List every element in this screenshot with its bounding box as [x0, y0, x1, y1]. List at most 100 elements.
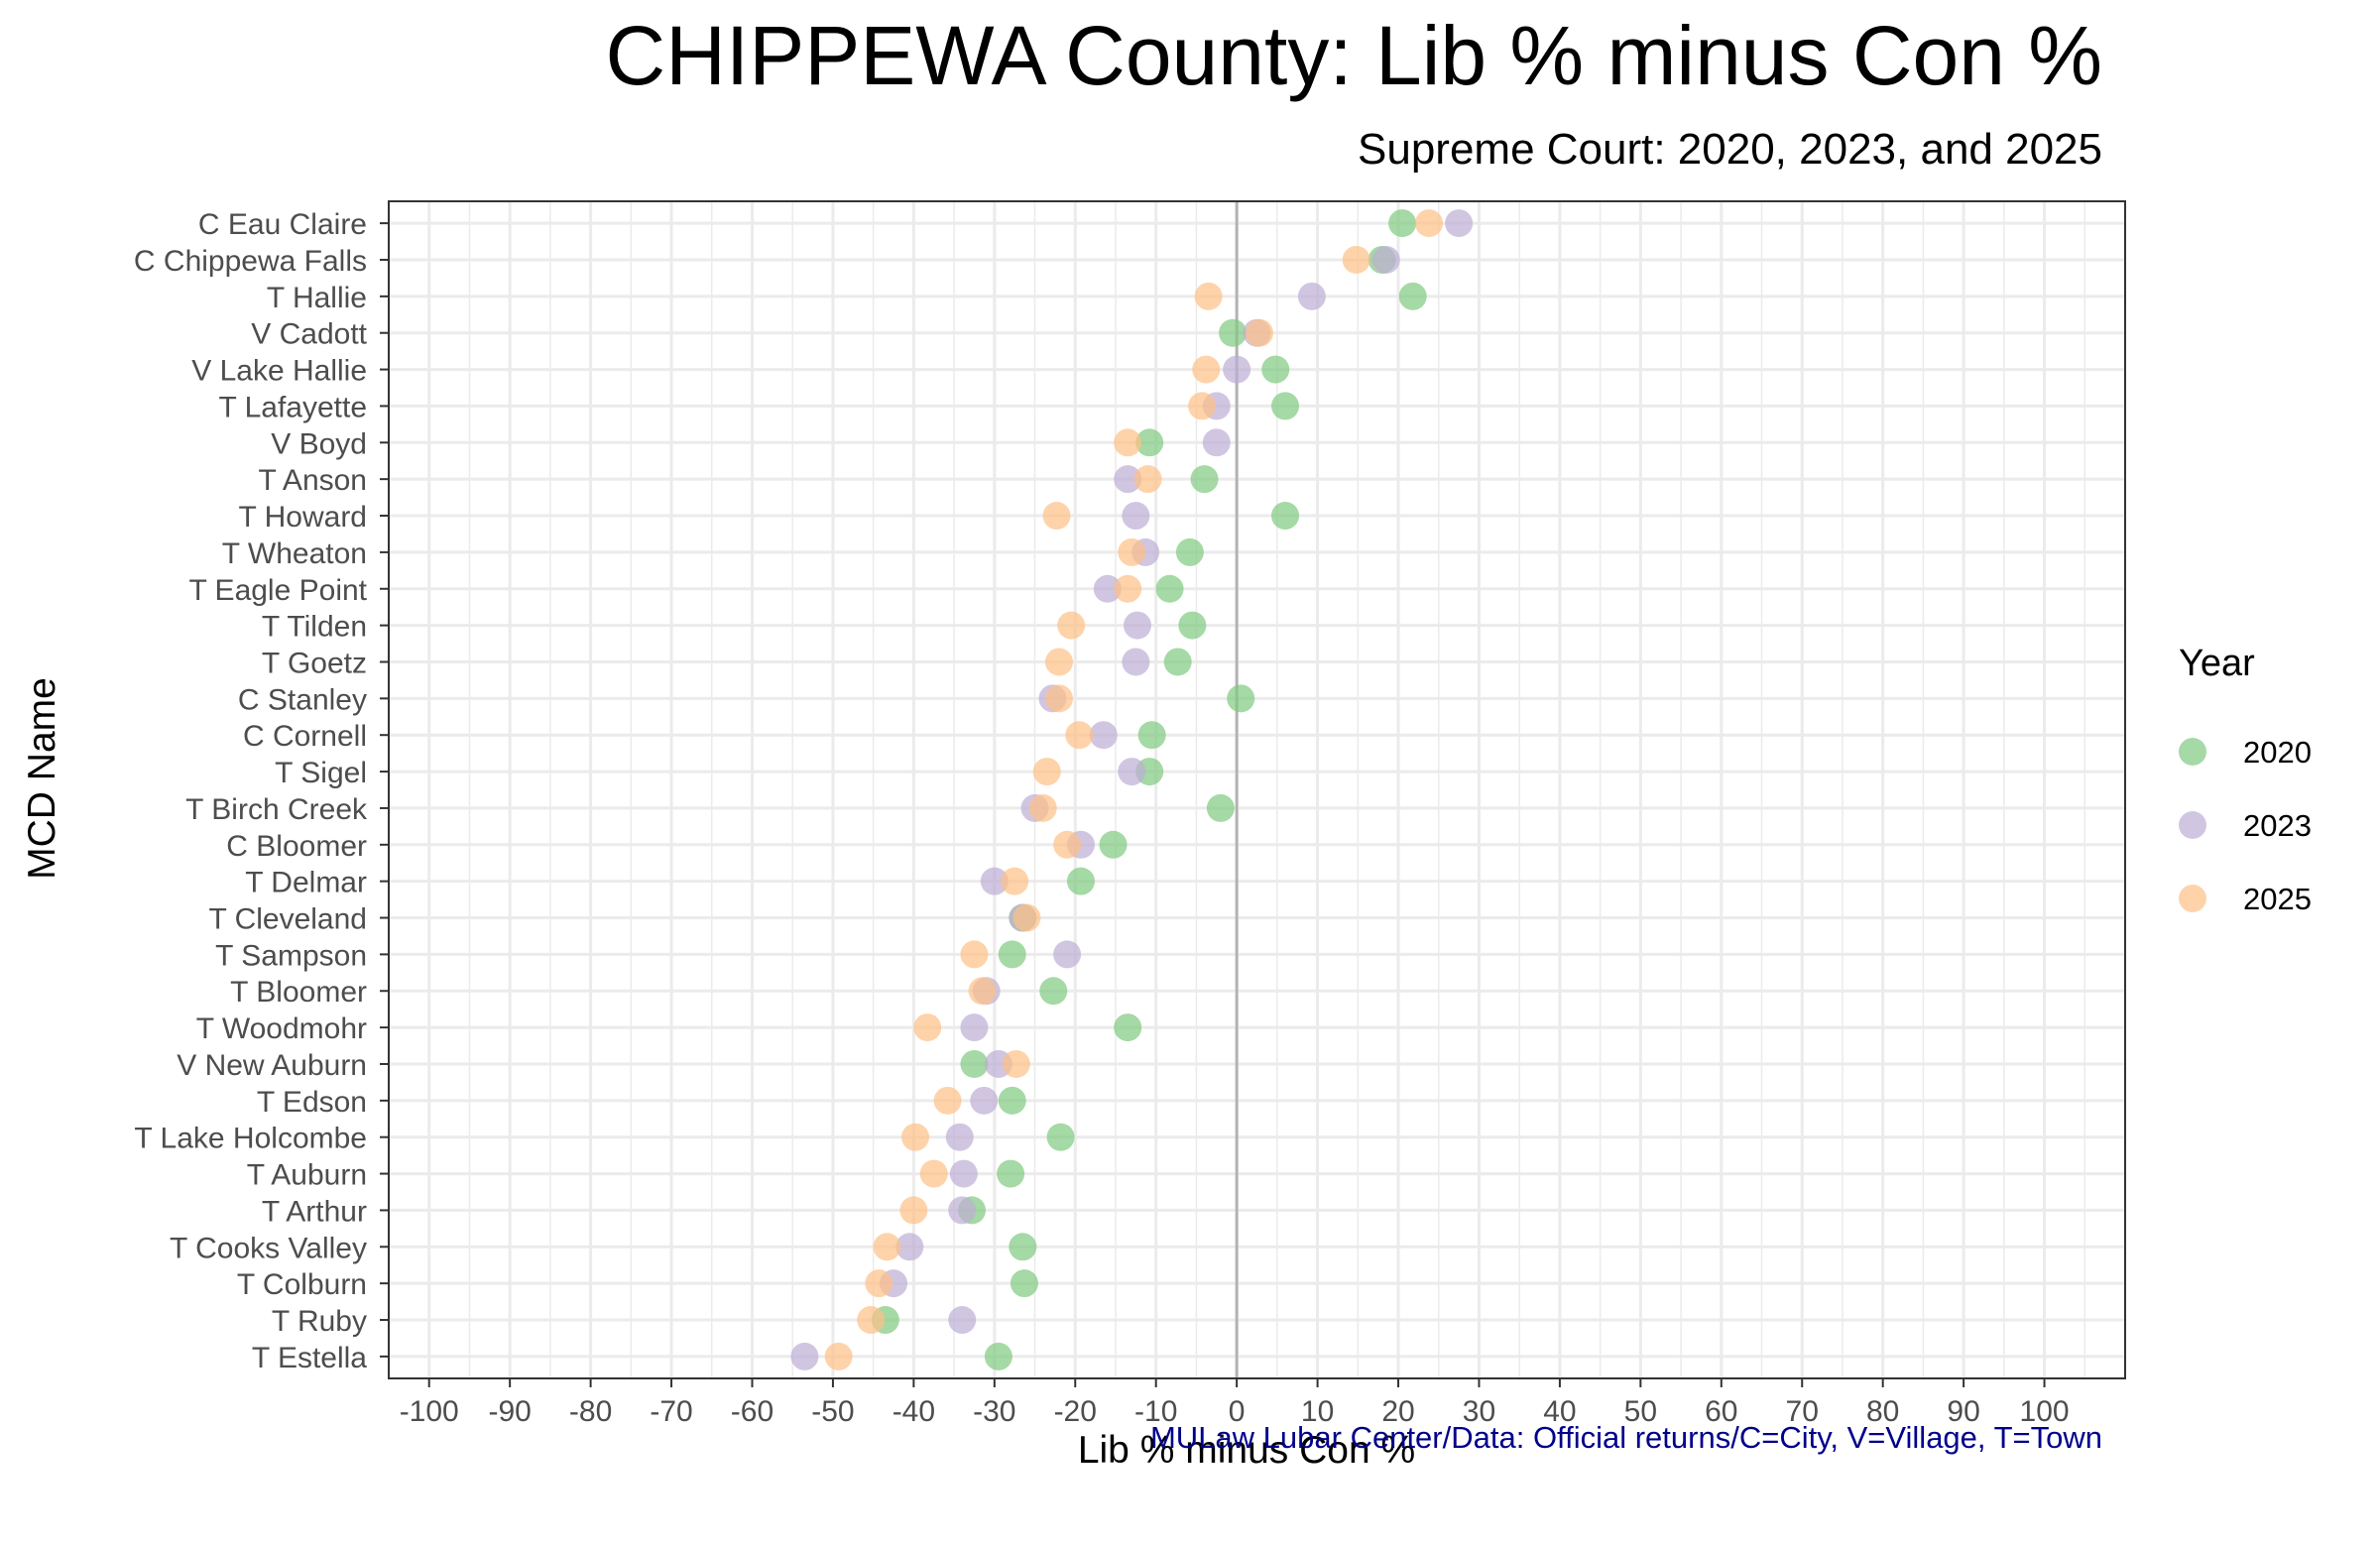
- point-2025: [1194, 282, 1223, 310]
- x-tick-label: -100: [400, 1395, 459, 1428]
- legend-label-2023: 2023: [2243, 808, 2312, 843]
- point-2023: [1371, 245, 1400, 274]
- point-2023: [1123, 611, 1151, 640]
- point-2023: [970, 1086, 999, 1115]
- caption: MULaw Lubar Center/Data: Official return…: [1149, 1420, 2102, 1455]
- point-2023: [948, 1306, 977, 1335]
- point-2020: [1039, 977, 1068, 1006]
- panel-frame: [388, 200, 2126, 1379]
- x-tick-label: -60: [731, 1395, 774, 1428]
- point-2025: [1044, 648, 1073, 676]
- point-2025: [1114, 428, 1142, 457]
- point-2023: [949, 1159, 978, 1188]
- point-2025: [824, 1342, 853, 1370]
- point-2025: [1053, 830, 1082, 859]
- point-2020: [1206, 793, 1235, 822]
- point-2020: [1009, 1233, 1037, 1261]
- point-2025: [1188, 392, 1217, 420]
- point-2020: [1066, 867, 1095, 895]
- x-tick-label: 20: [1381, 1395, 1414, 1428]
- plot-panel: [389, 201, 2125, 1378]
- point-2020: [1155, 574, 1184, 603]
- point-2020: [997, 1159, 1025, 1188]
- y-axis-ticks: C Eau Claire C Chippewa Falls T Hallie V Ca…: [134, 208, 389, 1374]
- y-tick-label: T Ruby: [272, 1305, 367, 1338]
- y-tick-label: T Goetz: [262, 647, 367, 679]
- point-2020: [1137, 721, 1166, 750]
- point-2025: [913, 1013, 942, 1042]
- point-2025: [1044, 684, 1073, 713]
- point-2025: [1002, 1049, 1030, 1078]
- point-2025: [1414, 209, 1443, 238]
- point-2025: [1028, 793, 1057, 822]
- y-tick-label: T Edson: [257, 1086, 367, 1119]
- y-tick-label: T Estella: [252, 1342, 367, 1374]
- point-2023: [960, 1013, 989, 1042]
- legend-key-2020: [2179, 738, 2206, 766]
- y-tick-label: T Hallie: [267, 282, 367, 314]
- point-2025: [873, 1233, 901, 1261]
- point-2020: [984, 1342, 1012, 1370]
- y-tick-label: T Delmar: [245, 867, 367, 899]
- point-2020: [1219, 318, 1248, 347]
- point-2025: [960, 940, 989, 969]
- x-axis-ticks: -100 -90 -80 -70 -60 -50 -40 -30 -20 -10 0 10 20 30 40…: [400, 1378, 2070, 1428]
- y-tick-label: T Lafayette: [218, 391, 367, 423]
- x-tick-label: -70: [650, 1395, 692, 1428]
- x-tick-label: -50: [811, 1395, 854, 1428]
- legend: 2020 2023 2025: [2179, 735, 2312, 916]
- point-2023: [1114, 465, 1142, 494]
- y-tick-label: C Stanley: [238, 683, 367, 716]
- point-2020: [1271, 392, 1300, 420]
- x-tick-label: 50: [1624, 1395, 1657, 1428]
- legend-label-2025: 2025: [2243, 882, 2312, 916]
- x-tick-label: -10: [1134, 1395, 1177, 1428]
- y-tick-label: C Cornell: [243, 720, 367, 753]
- point-2025: [1012, 903, 1041, 932]
- point-2023: [1297, 282, 1326, 310]
- point-2025: [1032, 758, 1061, 786]
- point-2025: [1042, 502, 1071, 531]
- point-2025: [1133, 465, 1162, 494]
- x-tick-label: 10: [1301, 1395, 1334, 1428]
- point-2025: [1118, 537, 1146, 566]
- x-tick-label: -20: [1054, 1395, 1097, 1428]
- point-2020: [1261, 355, 1290, 384]
- point-2023: [790, 1342, 819, 1370]
- point-2023: [1223, 355, 1251, 384]
- legend-key-2025: [2179, 885, 2206, 912]
- point-2020: [1271, 502, 1300, 531]
- point-2023: [948, 1196, 977, 1225]
- y-tick-label: V Cadott: [251, 318, 367, 351]
- y-tick-label: T Wheaton: [222, 537, 367, 570]
- point-2025: [1114, 574, 1142, 603]
- x-tick-label: 0: [1229, 1395, 1246, 1428]
- y-tick-label: T Colburn: [237, 1268, 367, 1301]
- legend-label-2020: 2020: [2243, 735, 2312, 770]
- data-points: [790, 209, 1474, 1370]
- y-tick-label: T Sigel: [275, 757, 367, 789]
- point-2023: [1445, 209, 1474, 238]
- point-2025: [968, 977, 997, 1006]
- point-2025: [933, 1086, 962, 1115]
- y-tick-label: T Cleveland: [208, 903, 367, 936]
- point-2020: [1099, 830, 1128, 859]
- y-tick-label: V Lake Hallie: [191, 355, 367, 388]
- y-tick-label: C Eau Claire: [198, 208, 367, 241]
- x-tick-label: 70: [1786, 1395, 1819, 1428]
- point-2020: [1178, 611, 1207, 640]
- point-2025: [919, 1159, 948, 1188]
- x-tick-label: 60: [1705, 1395, 1737, 1428]
- point-2020: [1163, 648, 1192, 676]
- x-axis-label: Lib % minus Con %: [1078, 1429, 1415, 1472]
- y-tick-label: T Lake Holcombe: [134, 1123, 367, 1155]
- x-tick-label: 100: [2020, 1395, 2070, 1428]
- point-2025: [901, 1123, 930, 1151]
- point-2025: [857, 1306, 886, 1335]
- point-2023: [1053, 940, 1082, 969]
- y-tick-label: T Eagle Point: [188, 574, 367, 607]
- x-tick-label: -30: [973, 1395, 1015, 1428]
- y-tick-label: T Auburn: [247, 1159, 367, 1192]
- point-2025: [1342, 245, 1370, 274]
